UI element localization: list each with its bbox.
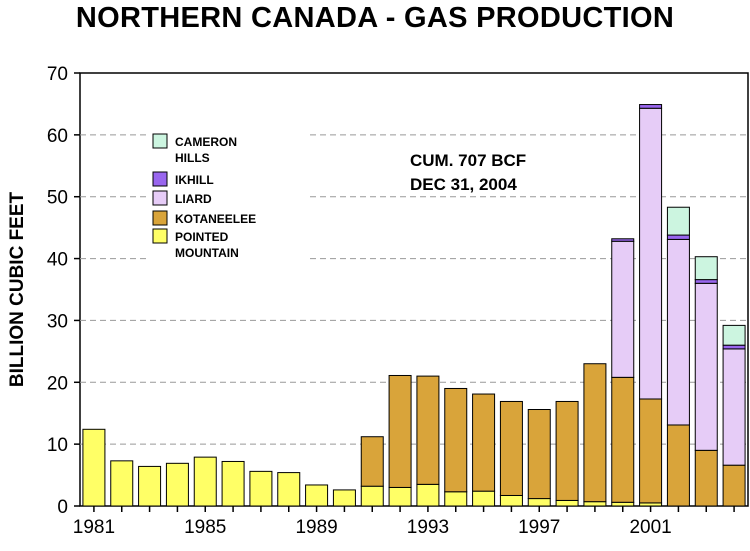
bar-segment [611, 501, 635, 507]
bar-segment [472, 490, 496, 507]
legend-label: KOTANEELEE [175, 212, 256, 226]
bar-segment [555, 499, 579, 507]
bar-segment [722, 464, 746, 507]
bar-segment [499, 494, 523, 507]
bar-segment [138, 465, 162, 507]
bar-segment [666, 234, 690, 240]
y-tick-label: 50 [47, 188, 68, 209]
y-tick-label: 20 [47, 373, 68, 394]
bar-segment [666, 424, 690, 507]
bar-segment [444, 387, 468, 493]
bar-segment [694, 279, 718, 284]
legend-label: MOUNTAIN [175, 246, 239, 260]
bar-segment [444, 491, 468, 507]
legend: CAMERON HILLS IKHILL LIARD KOTANEELEE POINTED… [146, 128, 306, 274]
x-tick-label: 1989 [295, 517, 337, 538]
bar-segment [639, 398, 663, 504]
bar-segment [611, 238, 635, 242]
bar-segment [639, 107, 663, 400]
bar-segment [611, 240, 635, 378]
bar-segment [722, 348, 746, 466]
y-tick-label: 60 [47, 126, 68, 147]
bar-segment [666, 238, 690, 426]
bar-segment [416, 483, 440, 507]
legend-swatch [152, 133, 168, 149]
y-tick-label: 40 [47, 250, 68, 271]
legend-label: HILLS [175, 151, 210, 165]
bar-segment [221, 460, 245, 507]
annotation-text: DEC 31, 2004 [410, 175, 517, 194]
bar-segment [249, 470, 273, 507]
bar-segment [277, 472, 301, 507]
x-tick-label: 1993 [407, 517, 449, 538]
bar-segment [193, 456, 217, 507]
bar-segment [722, 344, 746, 350]
bar-segment [165, 462, 189, 507]
y-tick-label: 70 [47, 64, 68, 85]
legend-swatch [152, 171, 168, 187]
x-tick-label: 1997 [518, 517, 560, 538]
bar-segment [527, 498, 551, 507]
x-tick-label: 1985 [184, 517, 226, 538]
bar-segment [416, 375, 440, 485]
legend-swatch [152, 228, 168, 244]
y-tick-label: 0 [57, 497, 68, 518]
bar-segment [360, 436, 384, 487]
bar-segment [305, 484, 329, 507]
bar-segment [499, 400, 523, 496]
bar-segment [611, 376, 635, 503]
bar-segment [527, 409, 551, 500]
chart-title: NORTHERN CANADA - GAS PRODUCTION [75, 2, 675, 34]
bar-segment [694, 449, 718, 507]
bar-segment [360, 485, 384, 507]
legend-label: CAMERON [175, 135, 237, 149]
bar-segment [722, 324, 746, 346]
annotation-text: CUM. 707 BCF [410, 151, 526, 170]
x-tick-label: 2001 [629, 517, 671, 538]
bar-segment [82, 428, 106, 507]
legend-label: LIARD [175, 192, 212, 206]
bar-segment [555, 400, 579, 501]
bar-segment [388, 486, 412, 507]
legend-box [146, 128, 306, 274]
bar-segment [694, 256, 718, 281]
legend-label: POINTED [175, 230, 229, 244]
y-tick-label: 10 [47, 435, 68, 456]
bar-segment [694, 282, 718, 451]
bar-segment [639, 104, 663, 109]
bar-segment [583, 363, 607, 503]
bar-segment [666, 206, 690, 236]
y-axis-label: BILLION CUBIC FEET [7, 191, 28, 387]
legend-label: IKHILL [175, 173, 214, 187]
x-tick-label: 1981 [73, 517, 115, 538]
bar-segment [332, 489, 356, 507]
bar-segment [472, 393, 496, 492]
legend-swatch [152, 190, 168, 206]
legend-swatch [152, 210, 168, 226]
bar-segment [583, 501, 607, 507]
bar-segment [388, 374, 412, 488]
bar-segment [110, 460, 134, 507]
y-tick-label: 30 [47, 311, 68, 332]
